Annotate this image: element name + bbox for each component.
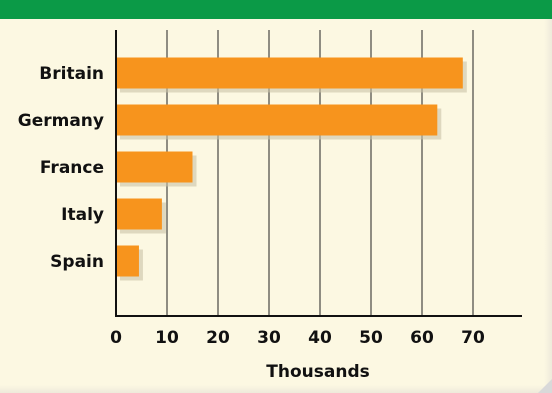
bar-germany <box>116 104 438 136</box>
bar-spain <box>116 245 139 277</box>
x-tick-label-60: 60 <box>410 328 434 348</box>
bar-france <box>116 151 193 183</box>
panel-right-edge <box>544 19 552 393</box>
category-label-germany: Germany <box>18 111 104 131</box>
tick-labels: 0 10 20 30 40 50 60 70 <box>110 328 485 348</box>
x-tick-label-70: 70 <box>461 328 485 348</box>
category-label-britain: Britain <box>39 64 104 84</box>
category-label-spain: Spain <box>50 252 104 272</box>
x-axis-title: Thousands <box>266 362 369 382</box>
header-band <box>0 0 552 19</box>
category-labels: Britain Germany France Italy Spain <box>18 64 104 272</box>
category-label-italy: Italy <box>61 205 104 225</box>
x-tick-label-50: 50 <box>359 328 383 348</box>
bar-britain <box>116 57 463 89</box>
x-tick-label-20: 20 <box>206 328 230 348</box>
category-label-france: France <box>40 158 104 178</box>
axes <box>115 30 522 317</box>
bars <box>116 57 467 281</box>
page-corner-fold <box>538 379 552 393</box>
x-tick-label-40: 40 <box>308 328 332 348</box>
x-tick-label-0: 0 <box>110 328 122 348</box>
x-tick-label-30: 30 <box>257 328 281 348</box>
bar-italy <box>116 198 162 230</box>
panel-bottom-edge <box>0 385 552 393</box>
x-tick-label-10: 10 <box>155 328 179 348</box>
